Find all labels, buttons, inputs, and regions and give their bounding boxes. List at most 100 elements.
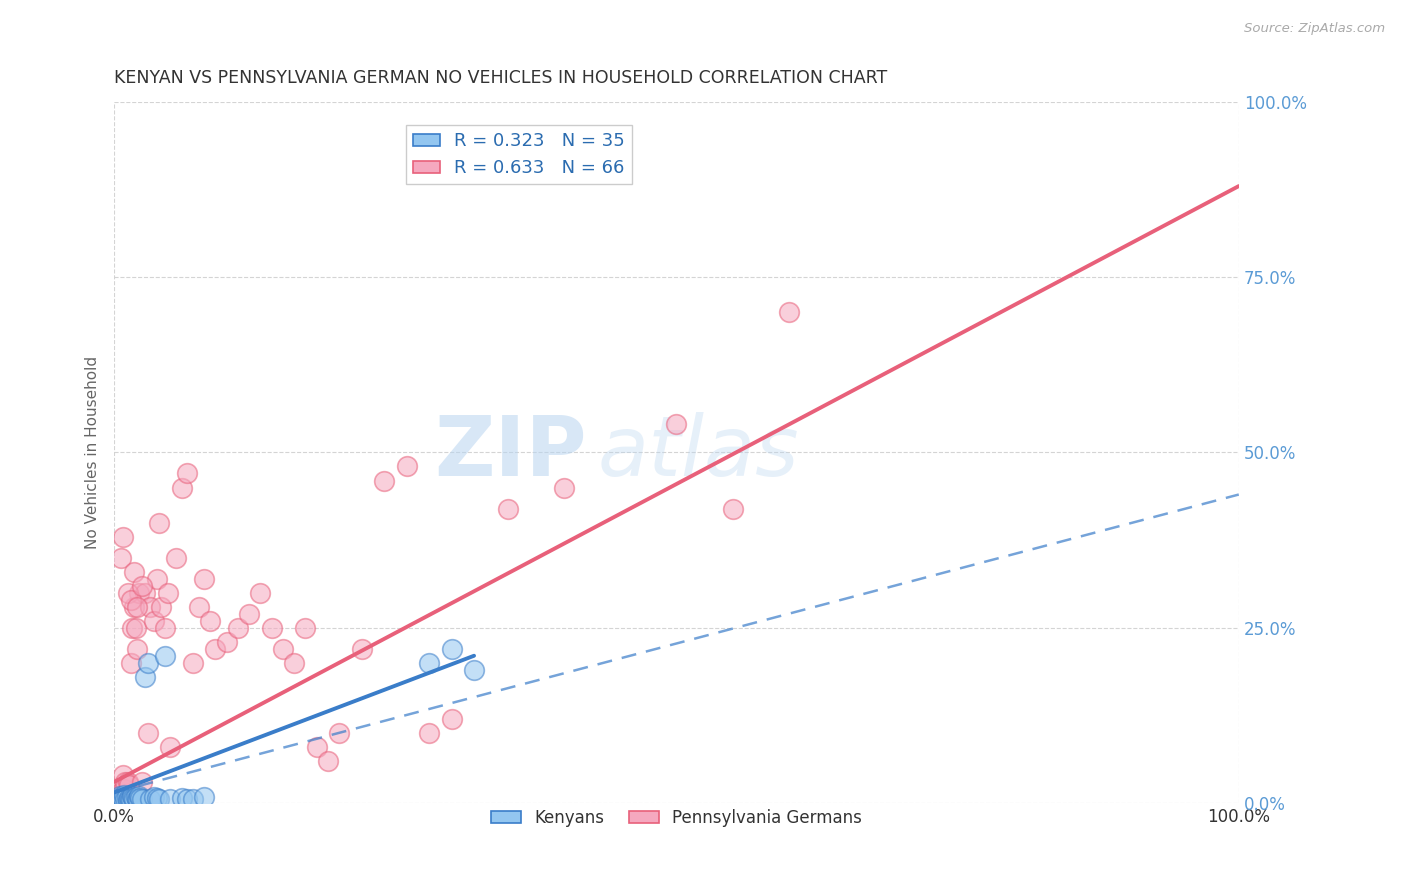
Point <box>115 789 138 803</box>
Point <box>136 726 159 740</box>
Point <box>305 739 328 754</box>
Point <box>117 775 139 789</box>
Point <box>107 792 129 806</box>
Point <box>110 550 132 565</box>
Point <box>118 789 141 803</box>
Text: KENYAN VS PENNSYLVANIA GERMAN NO VEHICLES IN HOUSEHOLD CORRELATION CHART: KENYAN VS PENNSYLVANIA GERMAN NO VEHICLE… <box>114 69 887 87</box>
Point <box>111 790 134 805</box>
Point <box>187 599 209 614</box>
Point <box>139 599 162 614</box>
Point <box>118 791 141 805</box>
Point <box>121 621 143 635</box>
Point <box>146 572 169 586</box>
Point <box>118 792 141 806</box>
Point <box>157 585 180 599</box>
Point <box>131 579 153 593</box>
Point <box>193 790 215 805</box>
Point <box>181 792 204 806</box>
Point <box>127 792 149 806</box>
Point <box>122 791 145 805</box>
Point <box>108 789 131 803</box>
Point <box>418 656 440 670</box>
Point <box>112 768 135 782</box>
Point <box>118 779 141 793</box>
Point <box>117 585 139 599</box>
Point <box>170 791 193 805</box>
Point <box>316 754 339 768</box>
Point <box>114 791 136 805</box>
Point <box>271 641 294 656</box>
Y-axis label: No Vehicles in Household: No Vehicles in Household <box>86 356 100 549</box>
Point <box>121 789 143 803</box>
Point <box>115 790 138 805</box>
Point <box>260 621 283 635</box>
Point <box>124 790 146 805</box>
Point <box>721 501 744 516</box>
Point <box>193 572 215 586</box>
Point <box>418 726 440 740</box>
Point <box>136 656 159 670</box>
Point <box>148 791 170 805</box>
Point <box>120 592 142 607</box>
Point <box>159 739 181 754</box>
Point <box>440 712 463 726</box>
Point <box>110 785 132 799</box>
Point <box>665 417 688 432</box>
Point <box>111 789 134 803</box>
Point <box>128 789 150 803</box>
Point <box>328 726 350 740</box>
Point <box>463 663 485 677</box>
Point <box>153 621 176 635</box>
Point <box>153 648 176 663</box>
Point <box>139 792 162 806</box>
Point <box>107 789 129 803</box>
Point <box>204 641 226 656</box>
Point <box>124 621 146 635</box>
Point <box>117 793 139 807</box>
Point <box>125 791 148 805</box>
Point <box>108 781 131 796</box>
Point <box>294 621 316 635</box>
Point <box>176 792 198 806</box>
Point <box>112 788 135 802</box>
Point <box>159 792 181 806</box>
Point <box>226 621 249 635</box>
Point <box>122 789 145 803</box>
Point <box>170 481 193 495</box>
Point <box>114 775 136 789</box>
Point <box>778 305 800 319</box>
Point <box>134 670 156 684</box>
Point <box>134 585 156 599</box>
Point <box>107 792 129 806</box>
Text: Source: ZipAtlas.com: Source: ZipAtlas.com <box>1244 22 1385 36</box>
Point <box>148 516 170 530</box>
Point <box>112 781 135 796</box>
Point <box>165 550 187 565</box>
Point <box>440 641 463 656</box>
Point <box>112 530 135 544</box>
Point <box>129 791 152 805</box>
Point <box>150 599 173 614</box>
Point <box>131 792 153 806</box>
Point <box>120 656 142 670</box>
Point <box>215 634 238 648</box>
Point <box>249 585 271 599</box>
Point <box>238 607 260 621</box>
Point <box>124 565 146 579</box>
Text: atlas: atlas <box>598 412 800 493</box>
Point <box>124 599 146 614</box>
Point <box>176 467 198 481</box>
Point <box>120 791 142 805</box>
Point <box>142 614 165 628</box>
Point <box>553 481 575 495</box>
Point <box>283 656 305 670</box>
Point <box>395 459 418 474</box>
Point <box>198 614 221 628</box>
Point <box>131 775 153 789</box>
Point <box>350 641 373 656</box>
Point <box>373 474 395 488</box>
Point <box>125 641 148 656</box>
Point <box>112 792 135 806</box>
Text: ZIP: ZIP <box>434 412 586 493</box>
Point <box>181 656 204 670</box>
